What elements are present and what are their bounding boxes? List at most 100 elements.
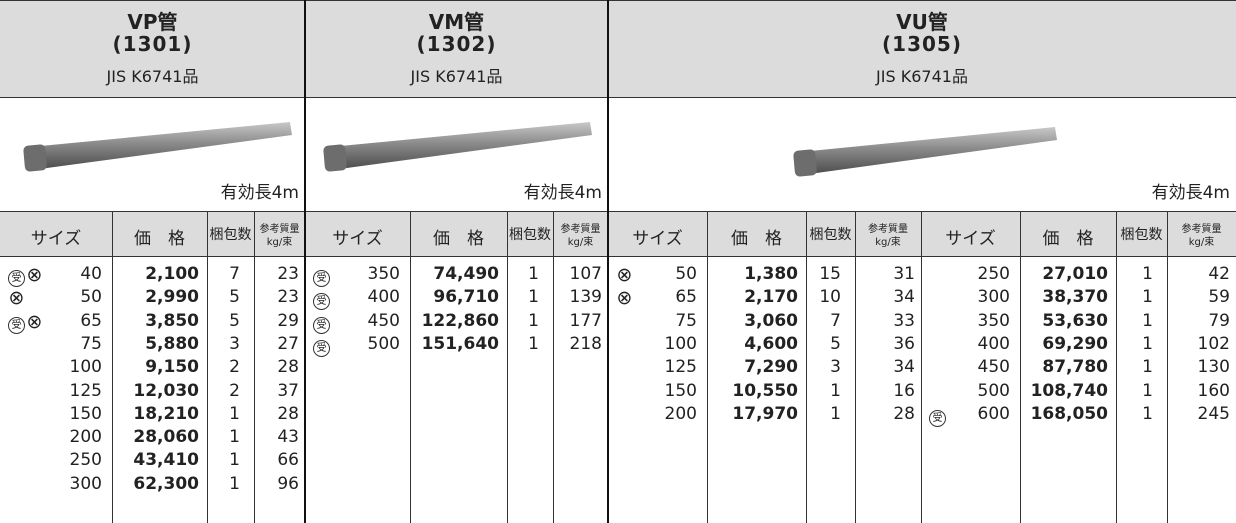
price: 18,210 — [133, 403, 199, 424]
price: 9,150 — [145, 357, 199, 378]
section-standard: JIS K6741品 — [410, 67, 503, 86]
pipe-images — [23, 122, 1057, 177]
column-header: 価 格 — [134, 229, 185, 249]
bundle: 1 — [528, 333, 539, 354]
price: 17,970 — [732, 403, 798, 424]
size: 500 — [367, 333, 400, 354]
size-mark: 受 — [313, 316, 330, 334]
bundle: 1 — [528, 264, 539, 284]
price: 43,410 — [133, 450, 199, 471]
size: 125 — [664, 357, 697, 378]
column-line — [410, 211, 411, 523]
row-line — [0, 211, 1236, 212]
bundle: 3 — [229, 333, 240, 354]
column-line — [707, 211, 708, 523]
size: 600 — [977, 403, 1010, 424]
price: 4,600 — [744, 333, 798, 354]
section-code: (1302) — [416, 32, 497, 56]
column-header: サイズ — [332, 229, 383, 249]
price: 74,490 — [433, 264, 499, 284]
size: 200 — [664, 403, 697, 424]
weight: 28 — [277, 403, 299, 424]
bundle: 3 — [830, 357, 841, 378]
column-line — [553, 211, 554, 523]
price: 69,290 — [1042, 333, 1108, 354]
size: 400 — [367, 287, 400, 308]
weight: 59 — [1208, 287, 1230, 308]
size: 350 — [977, 310, 1010, 331]
bundle: 1 — [229, 403, 240, 424]
price: 168,050 — [1030, 403, 1108, 424]
size-marks: ⊗ — [616, 266, 634, 285]
column-header: 梱包数 — [809, 227, 852, 243]
column-line — [855, 211, 856, 523]
size: 150 — [69, 403, 102, 424]
bundle: 1 — [229, 427, 240, 448]
weight: 31 — [893, 264, 915, 284]
size-marks: ⊗ — [616, 289, 634, 308]
weight: 42 — [1208, 264, 1230, 284]
size: 65 — [80, 310, 102, 331]
column-header: 梱包数 — [1120, 227, 1163, 243]
column-header: 梱包数 — [509, 227, 551, 243]
size-mark: 受 — [313, 293, 330, 311]
column-header-unit: kg/束 — [875, 237, 901, 248]
size: 400 — [977, 333, 1010, 354]
size-mark: 受 — [929, 409, 946, 427]
price: 151,640 — [421, 333, 499, 354]
price: 3,060 — [744, 310, 798, 331]
bundle: 1 — [229, 473, 240, 494]
column-header: サイズ — [30, 229, 82, 249]
size-marks: 受 — [313, 266, 331, 287]
column-line — [806, 211, 807, 523]
bundle: 7 — [830, 310, 841, 331]
price: 3,850 — [145, 310, 199, 331]
pipe — [23, 122, 292, 172]
size: 250 — [977, 264, 1010, 284]
size-marks: 受 ⊗ — [8, 266, 44, 287]
section-standard: JIS K6741品 — [876, 67, 968, 86]
weight: 177 — [569, 310, 602, 331]
weight: 160 — [1197, 380, 1230, 401]
size: 150 — [664, 380, 697, 401]
size: 50 — [80, 287, 102, 308]
size-mark: 受 — [8, 316, 25, 334]
price: 53,630 — [1042, 310, 1108, 331]
bundle: 1 — [528, 287, 539, 308]
column-header: 参考質量 — [1181, 224, 1222, 235]
price: 2,100 — [145, 264, 199, 284]
weight: 29 — [277, 310, 299, 331]
size: 75 — [80, 333, 102, 354]
weight: 79 — [1208, 310, 1230, 331]
price: 38,370 — [1042, 287, 1108, 308]
section-title: VP管 — [127, 10, 178, 34]
column-header-band — [0, 211, 1236, 256]
size-mark: ⊗ — [8, 287, 25, 310]
size-mark: ⊗ — [616, 287, 633, 310]
size-mark: 受 — [313, 339, 330, 357]
bundle: 1 — [1142, 357, 1153, 378]
size: 450 — [977, 357, 1010, 378]
column-header: 参考質量 — [560, 224, 601, 235]
weight: 66 — [277, 450, 299, 471]
length-note: 有効長4m — [1151, 183, 1230, 203]
section-title: VM管 — [428, 10, 485, 34]
price: 2,170 — [744, 287, 798, 308]
bundle: 1 — [1142, 287, 1153, 308]
weight: 218 — [569, 333, 602, 354]
column-header-unit: kg/束 — [567, 237, 594, 248]
bundle: 1 — [528, 310, 539, 331]
section-code: (1301) — [112, 32, 193, 56]
column-header: サイズ — [632, 229, 683, 249]
column-header: 参考質量 — [259, 224, 300, 235]
weight: 43 — [277, 427, 299, 448]
size: 40 — [80, 264, 102, 284]
size: 500 — [977, 380, 1010, 401]
price: 10,550 — [732, 380, 798, 401]
column-line — [112, 211, 113, 523]
weight: 130 — [1197, 357, 1230, 378]
weight: 28 — [893, 403, 915, 424]
price: 96,710 — [433, 287, 499, 308]
bundle: 5 — [830, 333, 841, 354]
